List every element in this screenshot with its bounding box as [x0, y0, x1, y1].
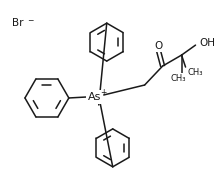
Text: CH₃: CH₃ — [188, 68, 203, 76]
Text: CH₃: CH₃ — [171, 73, 186, 82]
Text: OH: OH — [199, 38, 215, 48]
Text: Br: Br — [12, 18, 23, 28]
Text: As: As — [88, 92, 102, 102]
Text: −: − — [27, 16, 33, 25]
Text: +: + — [100, 88, 107, 98]
Text: O: O — [155, 41, 163, 51]
